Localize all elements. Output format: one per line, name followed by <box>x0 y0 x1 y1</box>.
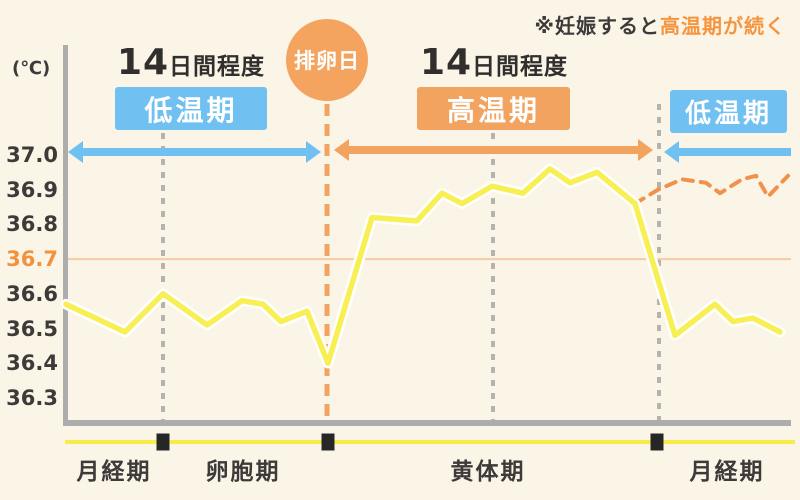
temperature-line <box>63 166 783 366</box>
low-phase-duration-number: 14 <box>116 42 170 83</box>
pregnancy-note: ※妊娠すると高温期が続く <box>535 10 786 39</box>
temperature-unit-label: (℃) <box>12 58 51 79</box>
y-tick-label: 36.5 <box>6 316 58 341</box>
pregnancy-note-prefix: ※妊娠すると <box>534 14 660 38</box>
cycle-phase-label: 卵胞期 <box>205 459 281 485</box>
timeline-phase-marker <box>650 433 664 451</box>
cycle-phase-label: 月経期 <box>689 459 765 485</box>
timeline-phase-marker <box>156 433 170 451</box>
arrow-head-left <box>664 141 679 163</box>
y-tick-label: 36.3 <box>6 385 58 410</box>
high-phase-duration-text: 日間程度 <box>472 54 569 80</box>
high-phase-duration-label: 14日間程度 <box>420 42 568 83</box>
y-tick-label: 36.9 <box>6 177 58 202</box>
cycle-phase-label: 黄体期 <box>450 459 526 485</box>
low-phase-duration-text: 日間程度 <box>169 54 266 80</box>
y-tick-label: 36.8 <box>6 212 58 237</box>
low-temp-phase-badge-2: 低温期 <box>670 90 787 133</box>
ovulation-day-badge: 排卵日 <box>286 19 368 101</box>
low-phase-duration-label: 14日間程度 <box>117 42 265 83</box>
high-temp-phase-badge: 高温期 <box>417 87 570 130</box>
y-tick-label: 36.4 <box>6 351 58 376</box>
y-tick-label: 37.0 <box>6 143 58 167</box>
arrow-head-right <box>306 141 321 163</box>
y-tick-label: 36.7 <box>6 247 58 272</box>
y-tick-label: 36.6 <box>6 281 58 306</box>
high-phase-duration-number: 14 <box>419 42 473 83</box>
timeline-phase-marker <box>321 433 335 451</box>
arrow-head-left <box>68 141 83 163</box>
pregnancy-temperature-dashed-line <box>633 173 790 206</box>
low-temp-phase-badge-1: 低温期 <box>115 87 267 130</box>
arrow-head-right <box>638 139 653 161</box>
pregnancy-note-highlight: 高温期が続く <box>660 14 786 38</box>
cycle-phase-label: 月経期 <box>76 459 152 485</box>
arrow-head-left <box>334 139 349 161</box>
